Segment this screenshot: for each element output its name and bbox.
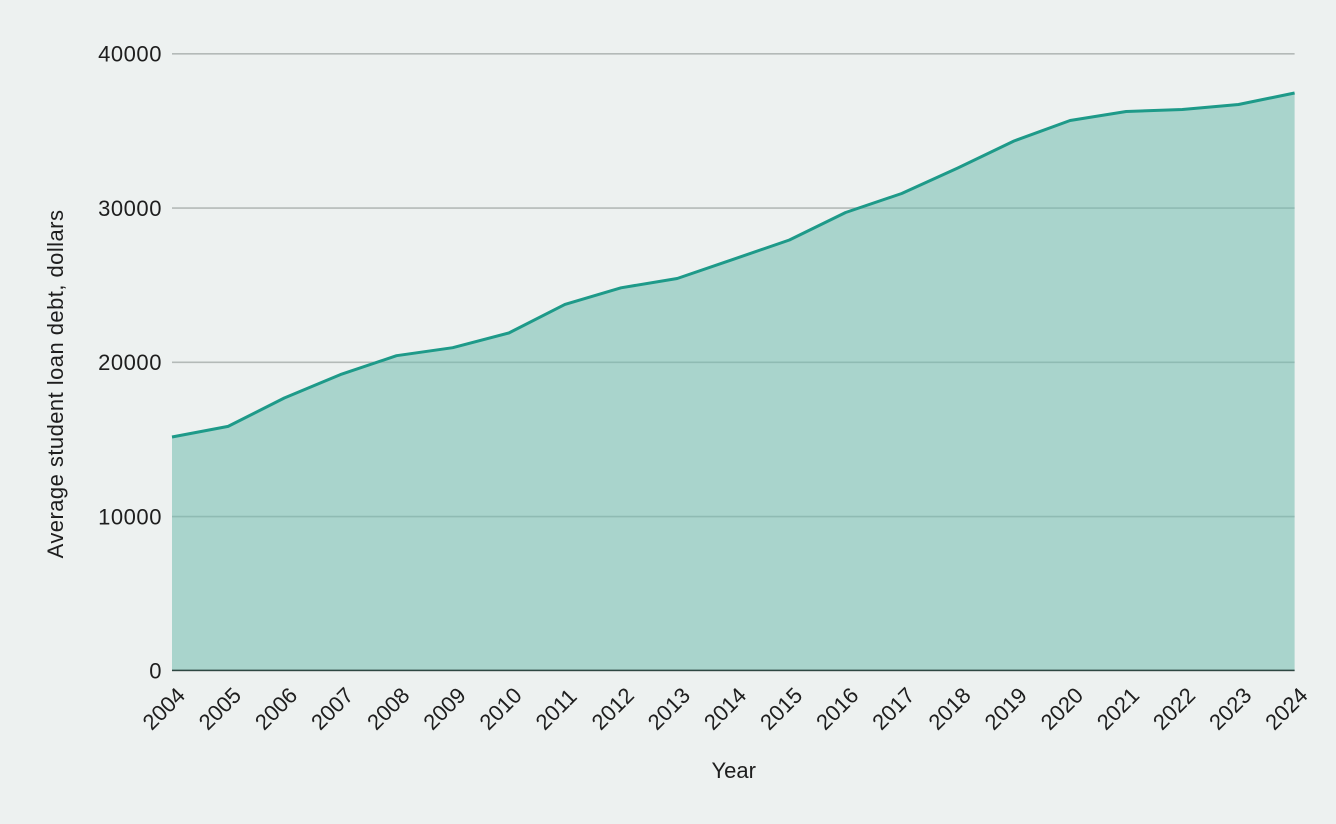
- svg-text:Average student loan debt, dol: Average student loan debt, dollars: [43, 210, 68, 559]
- svg-text:20000: 20000: [98, 350, 162, 375]
- svg-text:40000: 40000: [98, 42, 162, 67]
- svg-text:30000: 30000: [98, 196, 162, 221]
- svg-text:Year: Year: [711, 758, 755, 783]
- svg-text:10000: 10000: [98, 504, 162, 529]
- svg-text:0: 0: [149, 659, 162, 684]
